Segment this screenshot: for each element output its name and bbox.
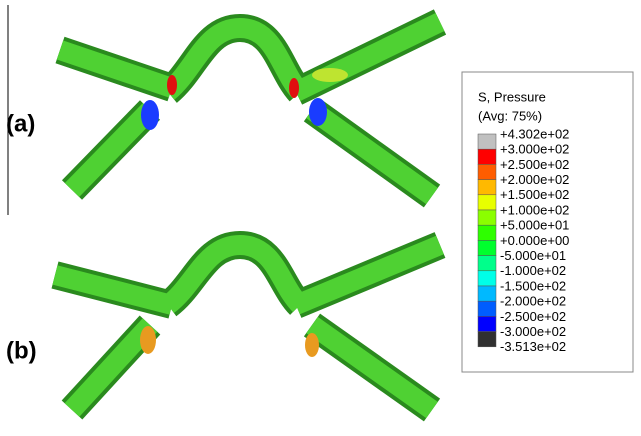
figure: (a) (b) S, Pressure (Avg: 75%) +4.302e+0… — [0, 0, 641, 436]
legend-level: +5.000e+01 — [500, 218, 569, 233]
model-a — [60, 22, 440, 196]
legend-level: -1.500e+02 — [500, 278, 566, 293]
legend-title: S, Pressure — [478, 89, 546, 104]
legend-swatch — [478, 195, 496, 210]
legend-level: -5.000e+01 — [500, 248, 566, 263]
legend-level: +3.000e+02 — [500, 142, 569, 157]
legend-level: -1.000e+02 — [500, 263, 566, 278]
legend-swatch — [478, 164, 496, 179]
legend-level: -2.500e+02 — [500, 309, 566, 324]
legend-swatch — [478, 134, 496, 149]
legend-swatch — [478, 240, 496, 255]
legend-swatch — [478, 301, 496, 316]
legend-swatch — [478, 316, 496, 331]
panel-label: (a) — [6, 110, 35, 137]
legend-swatch — [478, 256, 496, 271]
legend-level: +2.500e+02 — [500, 157, 569, 172]
legend-swatch — [478, 180, 496, 195]
legend-swatch — [478, 149, 496, 164]
legend-swatch — [478, 332, 496, 347]
panel-label: (b) — [6, 337, 37, 364]
legend-swatch — [478, 210, 496, 225]
legend-level: +1.000e+02 — [500, 202, 569, 217]
legend-level: -3.513e+02 — [500, 339, 566, 354]
legend-level: +2.000e+02 — [500, 172, 569, 187]
legend-level: +1.500e+02 — [500, 187, 569, 202]
legend-subtitle: (Avg: 75%) — [478, 108, 542, 123]
legend-swatch — [478, 271, 496, 286]
legend-level: +4.302e+02 — [500, 126, 569, 141]
model-b — [55, 245, 440, 410]
legend-level: +0.000e+00 — [500, 233, 569, 248]
legend-level: -2.000e+02 — [500, 294, 566, 309]
legend-level: -3.000e+02 — [500, 324, 566, 339]
legend-swatch — [478, 225, 496, 240]
legend-swatch — [478, 286, 496, 301]
